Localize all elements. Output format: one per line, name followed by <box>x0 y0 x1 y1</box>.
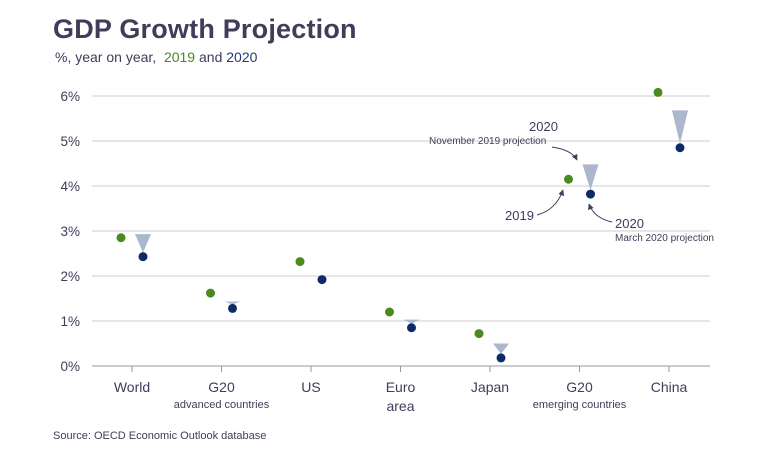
x-tick-label: Japan <box>471 379 509 395</box>
revision-wedge <box>493 343 509 354</box>
x-tick-sublabel: area <box>386 398 414 414</box>
annotation-nov-arrow <box>551 146 578 161</box>
y-tick-label: 2% <box>60 269 80 284</box>
subtitle-units: %, year on year, <box>55 49 157 65</box>
point-2019 <box>206 288 215 298</box>
revision-wedge <box>582 164 599 191</box>
subtitle-year-2019: 2019 <box>163 49 196 65</box>
axis-ticks: 0% 1% 2% 3% 4% 5% 6% World G20 advanced countries… <box>60 89 687 414</box>
revision-wedge <box>135 234 151 253</box>
gridlines <box>92 95 710 372</box>
y-tick-label: 3% <box>60 224 80 239</box>
point-2019 <box>653 87 663 97</box>
revision-wedge <box>224 301 241 305</box>
x-tick-sublabel: advanced countries <box>174 399 270 411</box>
point-2019 <box>116 233 126 243</box>
point-2019 <box>564 174 573 184</box>
annotation-mar-year: 2020 <box>615 216 644 231</box>
annotation-mar-arrow <box>587 203 613 223</box>
annotation-nov-label: November 2019 projection <box>429 136 546 147</box>
revision-wedge <box>672 110 688 144</box>
annotation-mar-label: March 2020 projection <box>615 233 714 244</box>
chart-title: GDP Growth Projection <box>53 14 357 44</box>
x-tick-label: G20 <box>566 379 593 395</box>
chart-subtitle: %, year on year, 2019 and 2020 <box>55 49 257 65</box>
y-tick-label: 1% <box>60 314 80 329</box>
x-tick-label: US <box>301 379 320 395</box>
x-tick-label: World <box>114 379 150 395</box>
x-tick-label: G20 <box>208 379 235 395</box>
subtitle-year-2020: 2020 <box>226 49 258 65</box>
annotations: 2020 November 2019 projection 2019 2020 … <box>429 119 714 244</box>
y-tick-label: 0% <box>60 359 80 374</box>
x-tick-label: China <box>651 379 688 395</box>
point-2019 <box>474 329 484 339</box>
y-tick-label: 6% <box>60 89 80 104</box>
point-2020-march <box>407 323 416 333</box>
annotation-2019-arrow <box>536 189 565 216</box>
source-note: Source: OECD Economic Outlook database <box>53 430 267 442</box>
annotation-2019-year: 2019 <box>505 208 534 223</box>
point-2019 <box>295 257 305 267</box>
point-2020-march <box>586 189 595 199</box>
y-tick-label: 4% <box>60 179 80 194</box>
point-2020-march <box>675 143 685 153</box>
revision-wedge <box>403 319 420 324</box>
annotation-nov-year: 2020 <box>529 119 558 134</box>
x-tick-sublabel: emerging countries <box>533 399 627 411</box>
subtitle-and: and <box>199 49 223 65</box>
x-tick-label: Euro <box>386 379 416 395</box>
point-2020-march <box>228 303 237 313</box>
data-marks <box>116 87 688 363</box>
point-2020-march <box>317 275 327 285</box>
point-2020-march <box>138 252 148 262</box>
point-2019 <box>385 307 394 317</box>
point-2020-march <box>496 353 506 363</box>
y-tick-label: 5% <box>60 134 80 149</box>
